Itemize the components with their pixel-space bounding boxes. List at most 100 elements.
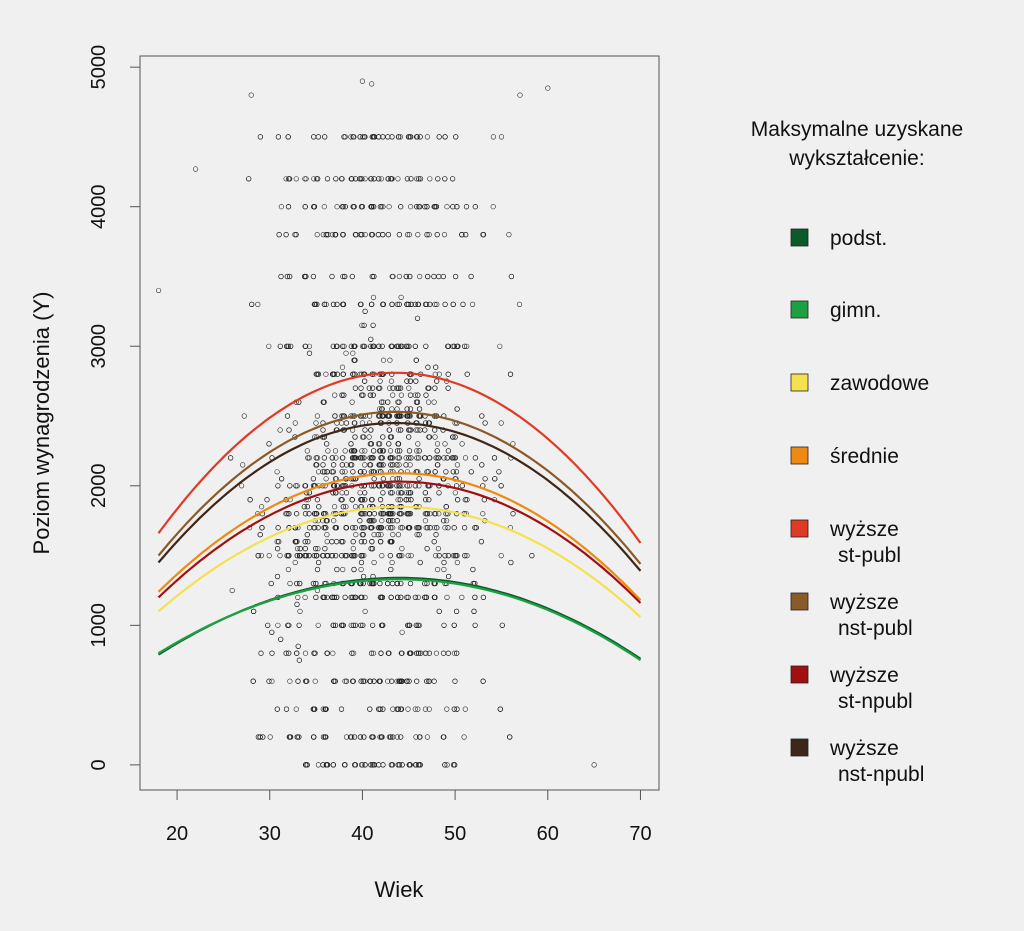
scatter-point — [371, 204, 377, 210]
scatter-point — [362, 378, 368, 384]
scatter-point — [396, 511, 402, 517]
scatter-point — [340, 504, 346, 510]
scatter-point — [395, 455, 401, 461]
scatter-point — [353, 531, 359, 538]
scatter-point — [442, 134, 448, 140]
scatter-point — [266, 552, 272, 559]
scatter-point — [451, 343, 457, 349]
scatter-point — [444, 204, 450, 210]
series-line — [157, 421, 642, 572]
scatter-point — [506, 232, 512, 238]
scatter-point — [424, 678, 430, 684]
scatter-point — [405, 497, 412, 503]
scatter-point — [275, 545, 281, 552]
scatter-point — [349, 399, 355, 405]
scatter-point — [377, 448, 384, 454]
scatter-point — [324, 469, 330, 475]
scatter-point — [353, 232, 359, 238]
scatter-point — [370, 455, 376, 461]
scatter-point — [379, 399, 385, 405]
scatter-point — [426, 497, 432, 503]
scatter-point — [479, 462, 485, 468]
scatter-point — [389, 580, 396, 587]
scatter-point — [397, 497, 403, 503]
scatter-point — [417, 273, 423, 280]
scatter-point — [313, 371, 319, 377]
scatter-point — [423, 497, 429, 503]
scatter-point — [472, 594, 478, 601]
scatter-point — [405, 232, 411, 238]
scatter-point — [396, 413, 402, 419]
scatter-point — [312, 678, 318, 684]
scatter-point — [388, 176, 395, 182]
scatter-point — [301, 504, 307, 510]
scatter-point — [332, 678, 338, 684]
scatter-point — [388, 734, 394, 740]
scatter-point — [389, 134, 395, 140]
scatter-point — [377, 734, 383, 740]
scatter-point — [257, 134, 264, 140]
scatter-point — [361, 734, 367, 740]
scatter-point — [311, 706, 317, 712]
scatter-point — [490, 204, 496, 210]
scatter-point — [251, 608, 257, 615]
scatter-point — [329, 552, 335, 559]
scatter-point — [352, 552, 358, 559]
scatter-point — [368, 762, 374, 768]
scatter-point — [385, 399, 391, 405]
scatter-point — [325, 232, 331, 238]
scatter-point — [371, 273, 377, 280]
scatter-point — [302, 273, 308, 280]
scatter-point — [464, 343, 470, 349]
scatter-point — [390, 511, 396, 517]
scatter-point — [406, 232, 412, 238]
scatter-point — [471, 608, 477, 615]
scatter-point — [450, 204, 456, 210]
scatter-point — [350, 545, 356, 552]
scatter-point — [398, 427, 404, 433]
scatter-point — [341, 134, 347, 140]
scatter-point — [454, 343, 460, 349]
scatter-point — [416, 622, 423, 628]
scatter-point — [350, 552, 357, 559]
scatter-point — [432, 301, 438, 308]
scatter-point — [293, 538, 299, 545]
scatter-point — [387, 434, 394, 440]
scatter-point — [351, 734, 358, 740]
scatter-point — [415, 301, 421, 308]
scatter-point — [288, 343, 294, 349]
scatter-point — [377, 580, 383, 587]
scatter-point — [529, 552, 535, 559]
scatter-point — [269, 650, 275, 656]
scatter-point — [285, 204, 292, 210]
scatter-point — [323, 301, 329, 308]
scatter-point — [350, 134, 356, 140]
series-line — [157, 578, 642, 662]
scatter-point — [462, 343, 468, 349]
scatter-point — [464, 497, 470, 503]
scatter-point — [435, 545, 442, 552]
x-tick-label: 20 — [166, 823, 188, 845]
scatter-point — [361, 455, 367, 461]
scatter-point — [389, 301, 395, 308]
scatter-point — [351, 204, 357, 210]
scatter-point — [306, 350, 313, 356]
scatter-point — [386, 441, 392, 447]
scatter-point — [454, 462, 461, 468]
scatter-point — [304, 531, 310, 538]
scatter-point — [426, 678, 432, 684]
scatter-point — [343, 678, 350, 684]
y-tick-label: 0 — [88, 759, 110, 770]
scatter-point — [358, 559, 365, 566]
scatter-point — [348, 622, 354, 628]
scatter-point — [424, 204, 430, 210]
scatter-point — [367, 392, 374, 398]
scatter-point — [433, 531, 439, 538]
scatter-point — [498, 134, 505, 140]
scatter-point — [312, 301, 318, 308]
scatter-point — [371, 343, 377, 349]
scatter-point — [349, 176, 355, 182]
scatter-point — [297, 545, 303, 552]
scatter-point — [433, 364, 439, 370]
scatter-point — [275, 134, 282, 140]
